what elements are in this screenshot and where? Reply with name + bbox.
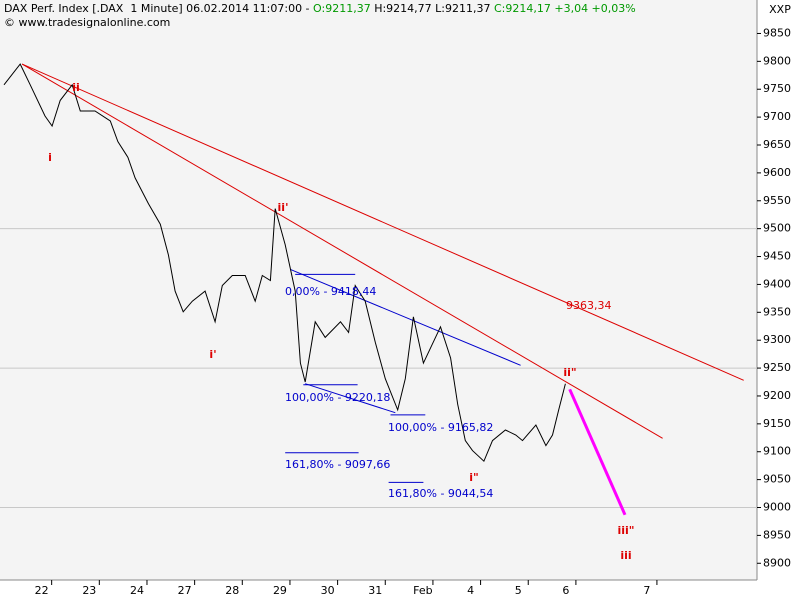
wave-label: ii	[72, 81, 80, 94]
y-tick-label: 9850	[763, 26, 791, 39]
x-tick-label: 28	[225, 584, 239, 597]
y-tick-label: 9300	[763, 333, 791, 346]
y-tick-label: 8900	[763, 556, 791, 569]
y-tick-label: 9500	[763, 222, 791, 235]
x-tick-label: 5	[515, 584, 522, 597]
copyright: © www.tradesignalonline.com	[4, 16, 171, 29]
wave-label: ii'	[278, 201, 289, 214]
wave-label: i'	[209, 348, 216, 361]
y-tick-label: 9800	[763, 54, 791, 67]
y-tick-label: 9600	[763, 166, 791, 179]
trend-line	[305, 383, 396, 414]
wave-label: i	[48, 151, 52, 164]
y-tick-label: 9750	[763, 82, 791, 95]
trend-line	[290, 268, 521, 366]
y-tick-label: 9650	[763, 138, 791, 151]
wave-label: iii	[620, 549, 631, 562]
x-tick-label: 31	[368, 584, 382, 597]
wave-label: iii"	[617, 524, 634, 537]
wave-label: ii"	[563, 366, 576, 379]
x-tick-label: 7	[643, 584, 650, 597]
y-tick-label: 9150	[763, 417, 791, 430]
y-tick-label: 9250	[763, 361, 791, 374]
annotation: 161,80% - 9097,66	[285, 458, 390, 471]
y-tick-label: 9000	[763, 501, 791, 514]
annotation: 161,80% - 9044,54	[388, 487, 493, 500]
annotation: 9363,34	[566, 299, 612, 312]
y-tick-label: 9100	[763, 445, 791, 458]
x-tick-label: Feb	[413, 584, 432, 597]
x-tick-label: 22	[35, 584, 49, 597]
price-line	[3, 63, 566, 463]
x-tick-label: 24	[130, 584, 144, 597]
x-tick-label: 29	[273, 584, 287, 597]
y-tick-label: 9700	[763, 110, 791, 123]
y-tick-label: 9350	[763, 305, 791, 318]
annotation: 100,00% - 9165,82	[388, 421, 493, 434]
x-tick-label: 27	[178, 584, 192, 597]
y-tick-label: 9050	[763, 473, 791, 486]
annotation: 0,00% - 9418,44	[285, 285, 376, 298]
annotation: 100,00% - 9220,18	[285, 391, 390, 404]
x-tick-label: 23	[82, 584, 96, 597]
y-tick-label: 8950	[763, 528, 791, 541]
trend-line	[21, 63, 744, 381]
y-tick-label: 9200	[763, 389, 791, 402]
y-tick-label: 9550	[763, 194, 791, 207]
header-hl: H:9214,77 L:9211,37	[370, 2, 494, 15]
corner-label: XXP	[769, 3, 791, 16]
header-close: C:9214,17 +3,04 +0,03%	[493, 2, 636, 15]
x-tick-label: 4	[467, 584, 474, 597]
wave-label: i"	[469, 471, 479, 484]
trend-line	[568, 388, 627, 516]
header: DAX Perf. Index [.DAX 1 Minute] 06.02.20…	[4, 2, 636, 15]
header-text: DAX Perf. Index [.DAX 1 Minute] 06.02.20…	[4, 2, 314, 15]
y-tick-label: 9450	[763, 250, 791, 263]
header-open: O:9211,37	[313, 2, 371, 15]
x-tick-label: 30	[321, 584, 335, 597]
plot-background	[0, 0, 757, 580]
y-tick-label: 9400	[763, 277, 791, 290]
trend-line	[21, 63, 663, 439]
x-tick-label: 6	[562, 584, 569, 597]
